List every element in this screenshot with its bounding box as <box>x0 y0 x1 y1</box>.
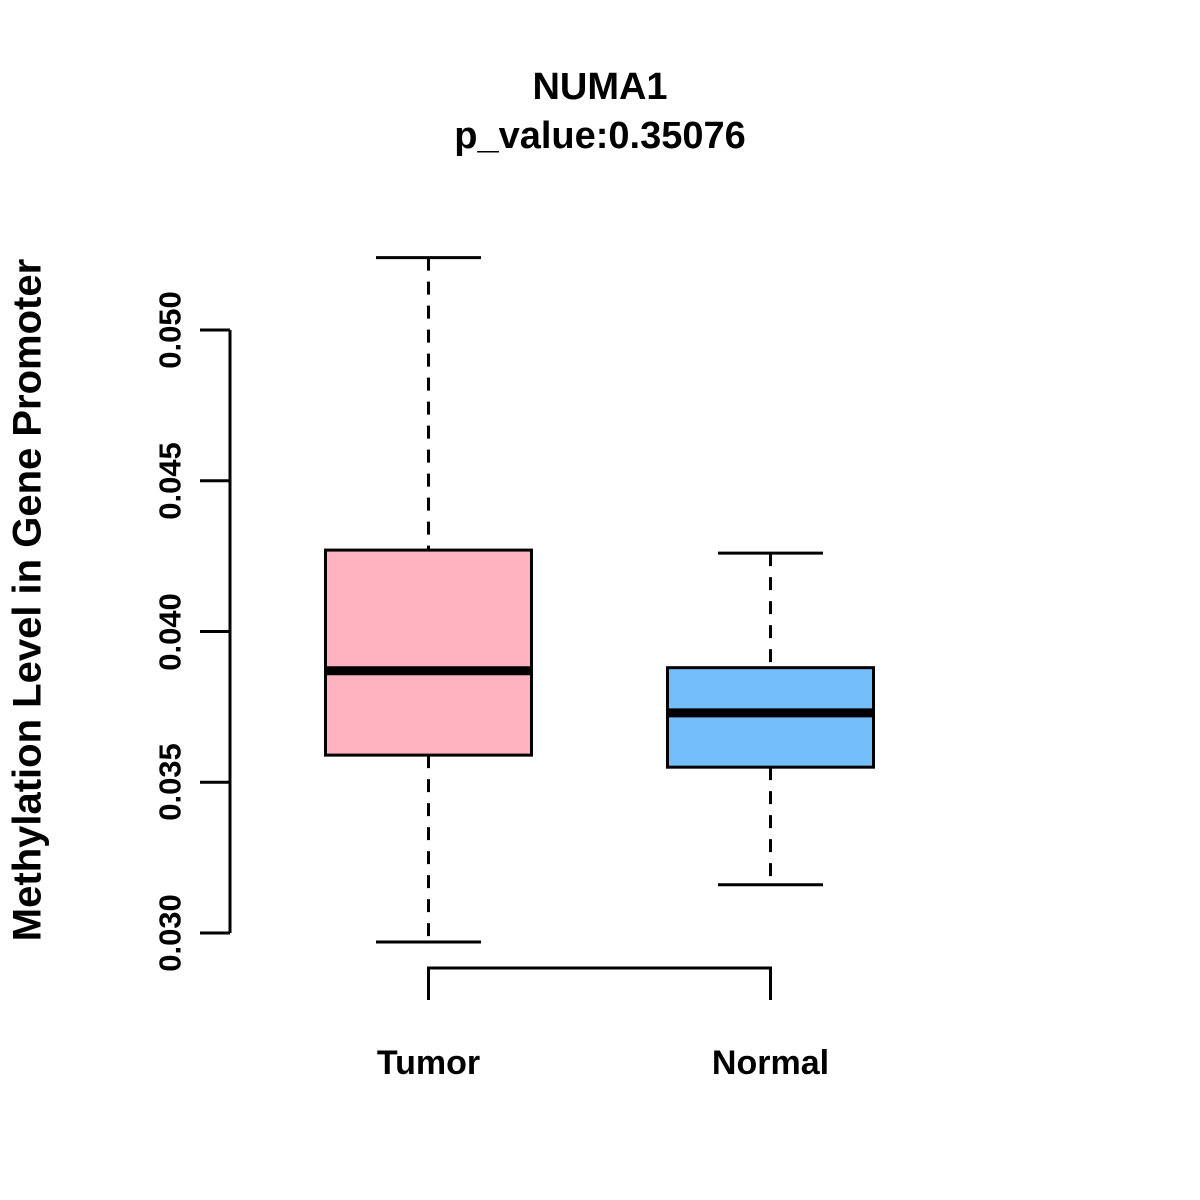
y-tick-label: 0.045 <box>152 441 188 520</box>
y-axis-title: Methylation Level in Gene Promoter <box>5 258 50 942</box>
category-label-tumor: Tumor <box>376 1044 481 1082</box>
category-label-normal: Normal <box>711 1044 830 1082</box>
x-axis-bracket <box>427 966 772 1000</box>
tumor-iqr-box <box>324 548 533 757</box>
y-tick-label: 0.040 <box>152 592 188 671</box>
y-tick-label: 0.050 <box>152 291 188 369</box>
y-tick-label: 0.030 <box>152 894 188 972</box>
chart-subtitle: p_value:0.35076 <box>454 115 746 157</box>
normal-iqr-box <box>666 666 875 769</box>
chart-title: NUMA1 <box>532 66 668 108</box>
y-tick-label: 0.035 <box>152 743 188 822</box>
